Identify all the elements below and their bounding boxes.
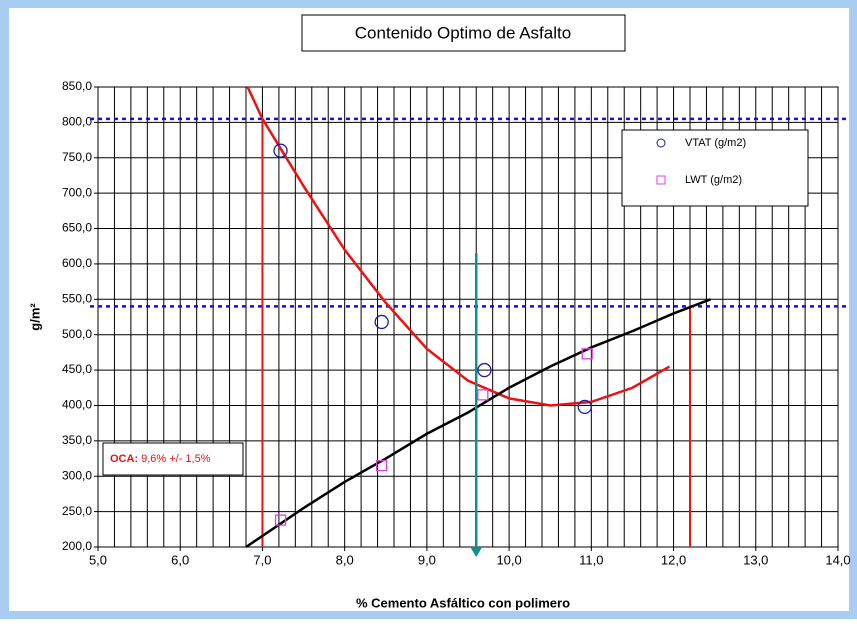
trend-line	[246, 86, 671, 407]
x-tick-label: 10,0	[496, 552, 521, 567]
y-tick-label: 700,0	[62, 185, 92, 199]
legend	[621, 129, 809, 207]
legend-marker	[656, 175, 666, 185]
y-axis-label: g/m²	[27, 303, 42, 331]
legend-marker	[656, 138, 666, 148]
data-point	[274, 514, 287, 526]
data-point	[477, 362, 492, 378]
y-tick-label: 450,0	[62, 362, 92, 376]
x-tick-label: 14,0	[825, 552, 850, 567]
y-tick-label: 750,0	[62, 150, 92, 164]
data-point	[581, 348, 593, 360]
y-tick-label: 400,0	[62, 398, 92, 412]
legend-label: VTAT (g/m2)	[685, 137, 746, 149]
y-tick-label: 250,0	[62, 504, 92, 518]
data-point	[376, 459, 388, 472]
y-tick-label: 200,0	[62, 539, 92, 553]
y-tick-label: 350,0	[62, 433, 92, 447]
annotation: OCA: 9,6% +/- 1,5%	[110, 453, 211, 465]
x-tick-label: 12,0	[661, 552, 686, 567]
x-tick-label: 13,0	[743, 552, 768, 567]
x-tick-label: 7,0	[253, 552, 271, 567]
y-tick-label: 600,0	[62, 256, 92, 270]
x-axis-label: % Cemento Asfáltico con polimero	[356, 595, 570, 610]
plot-frame	[97, 86, 839, 548]
annotation-box	[102, 442, 244, 476]
legend-label: LWT (g/m2)	[685, 174, 742, 186]
annotation-bold: OCA:	[110, 453, 138, 465]
data-point	[273, 143, 288, 158]
chart-area	[9, 8, 849, 611]
x-tick-label: 5,0	[89, 552, 107, 567]
data-point	[477, 389, 489, 401]
data-point	[577, 399, 592, 415]
data-point	[374, 314, 389, 330]
annotation-text: 9,6% +/- 1,5%	[141, 453, 211, 465]
x-tick-label: 6,0	[171, 552, 189, 567]
y-tick-label: 800,0	[62, 115, 92, 129]
x-tick-label: 9,0	[418, 552, 436, 567]
arrow-head	[470, 547, 483, 557]
y-tick-label: 500,0	[62, 327, 92, 341]
y-tick-label: 550,0	[62, 291, 92, 305]
y-tick-label: 650,0	[62, 221, 92, 235]
y-tick-label: 850,0	[62, 79, 92, 93]
chart-title: Contenido Optimo de Asfalto	[355, 23, 571, 42]
title-box	[301, 14, 626, 52]
x-tick-label: 8,0	[336, 552, 354, 567]
x-tick-label: 11,0	[579, 552, 603, 567]
trend-line	[245, 298, 712, 549]
y-tick-label: 300,0	[62, 468, 92, 482]
